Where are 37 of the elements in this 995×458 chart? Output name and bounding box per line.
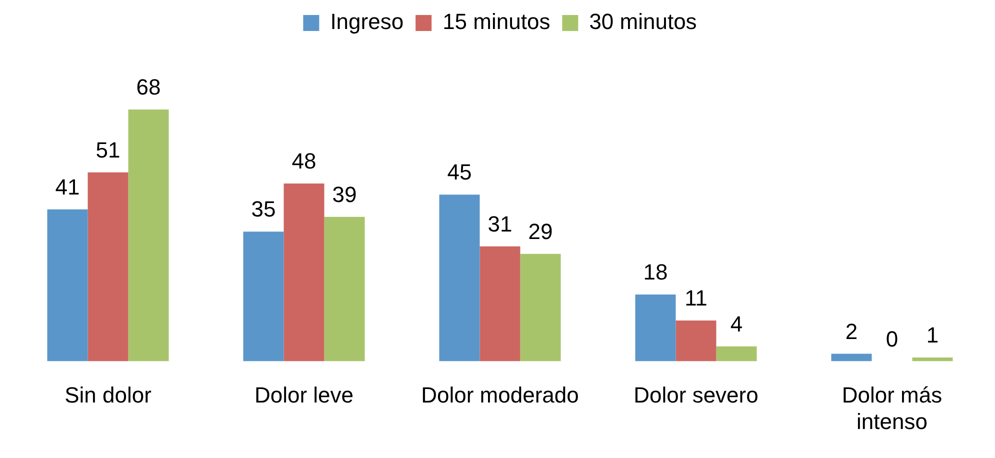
legend-label: 15 minutos (442, 9, 550, 34)
data-label: 41 (55, 174, 80, 200)
data-label: 48 (292, 148, 316, 174)
data-label: 45 (447, 160, 472, 185)
x-tick-label: Sin dolor (64, 382, 152, 408)
bar (284, 183, 324, 362)
bar (480, 246, 520, 362)
bar (47, 209, 88, 362)
data-label: 68 (136, 74, 161, 100)
data-label: 0 (886, 326, 898, 352)
data-label: 39 (332, 182, 357, 207)
data-label: 1 (926, 322, 939, 348)
bar (88, 172, 128, 362)
x-tick-label: Dolor leve (254, 382, 354, 408)
legend-label: 30 minutos (589, 9, 697, 34)
bar (243, 232, 284, 362)
data-label: 18 (643, 260, 668, 285)
data-label: 2 (845, 318, 858, 344)
bar (128, 109, 169, 362)
data-label: 4 (730, 311, 743, 336)
data-label: 29 (528, 218, 553, 244)
bar (324, 216, 365, 362)
bar (439, 194, 480, 362)
data-label: 35 (251, 196, 276, 222)
x-tick-label: Dolor severo (634, 382, 758, 408)
x-tick-label: Dolor más intenso (842, 382, 942, 434)
data-label: 31 (488, 211, 512, 236)
bar (520, 254, 561, 362)
bar (716, 346, 757, 362)
data-label: 51 (96, 137, 120, 162)
legend-label: Ingreso (330, 9, 404, 34)
bar (912, 358, 953, 362)
bar (831, 354, 872, 362)
bar (635, 294, 676, 362)
x-tick-label: Dolor moderado (421, 382, 579, 408)
bar (676, 320, 716, 362)
data-label: 11 (684, 286, 708, 311)
